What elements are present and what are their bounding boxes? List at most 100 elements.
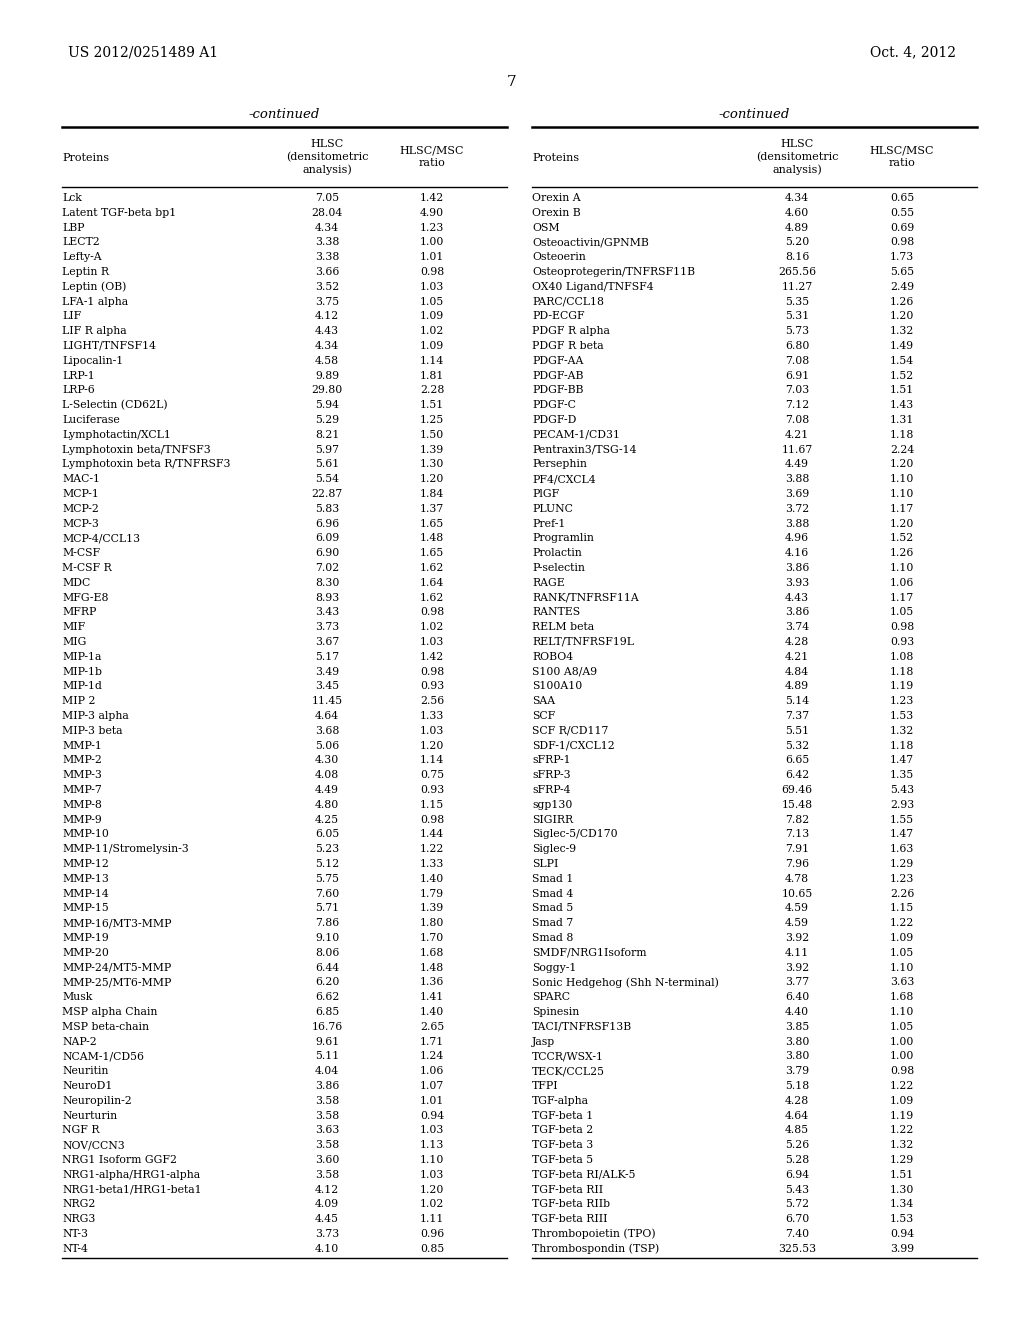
Text: 1.31: 1.31	[890, 414, 914, 425]
Text: 1.19: 1.19	[890, 681, 914, 692]
Text: MCP-3: MCP-3	[62, 519, 99, 528]
Text: 5.65: 5.65	[890, 267, 914, 277]
Text: HLSC
(densitometric
analysis): HLSC (densitometric analysis)	[756, 139, 839, 176]
Text: 3.45: 3.45	[315, 681, 339, 692]
Text: 0.93: 0.93	[420, 785, 444, 795]
Text: 1.39: 1.39	[420, 903, 444, 913]
Text: 3.74: 3.74	[785, 622, 809, 632]
Text: 3.73: 3.73	[314, 622, 339, 632]
Text: LIF R alpha: LIF R alpha	[62, 326, 127, 337]
Text: M-CSF: M-CSF	[62, 548, 100, 558]
Text: 7.08: 7.08	[784, 356, 809, 366]
Text: 1.09: 1.09	[890, 1096, 914, 1106]
Text: Latent TGF-beta bp1: Latent TGF-beta bp1	[62, 207, 176, 218]
Text: 1.50: 1.50	[420, 430, 444, 440]
Text: 1.43: 1.43	[890, 400, 914, 411]
Text: LBP: LBP	[62, 223, 85, 232]
Text: US 2012/0251489 A1: US 2012/0251489 A1	[68, 45, 218, 59]
Text: 1.15: 1.15	[420, 800, 444, 809]
Text: 4.89: 4.89	[785, 223, 809, 232]
Text: 16.76: 16.76	[311, 1022, 343, 1032]
Text: 0.98: 0.98	[420, 814, 444, 825]
Text: 5.43: 5.43	[890, 785, 914, 795]
Text: 5.73: 5.73	[785, 326, 809, 337]
Text: 4.40: 4.40	[785, 1007, 809, 1016]
Text: MMP-16/MT3-MMP: MMP-16/MT3-MMP	[62, 919, 171, 928]
Text: 1.52: 1.52	[890, 371, 914, 380]
Text: 3.68: 3.68	[314, 726, 339, 735]
Text: 4.60: 4.60	[784, 207, 809, 218]
Text: 7.03: 7.03	[784, 385, 809, 396]
Text: TGF-beta 1: TGF-beta 1	[532, 1110, 593, 1121]
Text: MMP-8: MMP-8	[62, 800, 101, 809]
Text: 8.21: 8.21	[314, 430, 339, 440]
Text: 29.80: 29.80	[311, 385, 343, 396]
Text: TGF-beta RIII: TGF-beta RIII	[532, 1214, 607, 1224]
Text: 3.73: 3.73	[314, 1229, 339, 1239]
Text: 1.47: 1.47	[890, 755, 914, 766]
Text: 4.43: 4.43	[785, 593, 809, 603]
Text: 6.91: 6.91	[784, 371, 809, 380]
Text: 1.33: 1.33	[420, 859, 444, 869]
Text: SMDF/NRG1Isoform: SMDF/NRG1Isoform	[532, 948, 646, 958]
Text: 3.86: 3.86	[784, 564, 809, 573]
Text: 22.87: 22.87	[311, 488, 343, 499]
Text: 6.90: 6.90	[314, 548, 339, 558]
Text: NRG2: NRG2	[62, 1200, 95, 1209]
Text: Osteoprotegerin/TNFRSF11B: Osteoprotegerin/TNFRSF11B	[532, 267, 695, 277]
Text: TGF-beta RIIb: TGF-beta RIIb	[532, 1200, 610, 1209]
Text: 5.43: 5.43	[785, 1184, 809, 1195]
Text: 5.83: 5.83	[314, 504, 339, 513]
Text: MMP-12: MMP-12	[62, 859, 109, 869]
Text: sFRP-3: sFRP-3	[532, 770, 570, 780]
Text: 5.29: 5.29	[315, 414, 339, 425]
Text: 8.06: 8.06	[314, 948, 339, 958]
Text: 1.03: 1.03	[420, 638, 444, 647]
Text: Lymphotoxin beta R/TNFRSF3: Lymphotoxin beta R/TNFRSF3	[62, 459, 230, 470]
Text: TECK/CCL25: TECK/CCL25	[532, 1067, 605, 1076]
Text: MMP-13: MMP-13	[62, 874, 109, 884]
Text: sgp130: sgp130	[532, 800, 572, 809]
Text: MCP-4/CCL13: MCP-4/CCL13	[62, 533, 140, 544]
Text: 1.68: 1.68	[420, 948, 444, 958]
Text: 4.45: 4.45	[315, 1214, 339, 1224]
Text: 4.49: 4.49	[315, 785, 339, 795]
Text: 4.34: 4.34	[315, 341, 339, 351]
Text: 1.64: 1.64	[420, 578, 444, 587]
Text: 7.37: 7.37	[785, 711, 809, 721]
Text: 0.98: 0.98	[890, 1067, 914, 1076]
Text: 7.08: 7.08	[784, 414, 809, 425]
Text: 1.40: 1.40	[420, 1007, 444, 1016]
Text: 4.90: 4.90	[420, 207, 444, 218]
Text: 1.20: 1.20	[890, 519, 914, 528]
Text: 5.31: 5.31	[784, 312, 809, 321]
Text: 5.97: 5.97	[315, 445, 339, 454]
Text: MMP-19: MMP-19	[62, 933, 109, 942]
Text: 1.25: 1.25	[420, 414, 444, 425]
Text: 1.26: 1.26	[890, 548, 914, 558]
Text: 1.13: 1.13	[420, 1140, 444, 1150]
Text: 1.23: 1.23	[420, 223, 444, 232]
Text: 3.88: 3.88	[784, 474, 809, 484]
Text: PDGF-D: PDGF-D	[532, 414, 577, 425]
Text: Proteins: Proteins	[62, 153, 110, 162]
Text: 9.89: 9.89	[315, 371, 339, 380]
Text: 4.34: 4.34	[315, 223, 339, 232]
Text: 1.06: 1.06	[890, 578, 914, 587]
Text: Orexin A: Orexin A	[532, 193, 581, 203]
Text: 1.37: 1.37	[420, 504, 444, 513]
Text: 4.64: 4.64	[785, 1110, 809, 1121]
Text: 3.63: 3.63	[890, 977, 914, 987]
Text: MSP beta-chain: MSP beta-chain	[62, 1022, 150, 1032]
Text: 6.70: 6.70	[784, 1214, 809, 1224]
Text: Sonic Hedgehog (Shh N-terminal): Sonic Hedgehog (Shh N-terminal)	[532, 977, 719, 987]
Text: sFRP-1: sFRP-1	[532, 755, 570, 766]
Text: 1.18: 1.18	[890, 667, 914, 677]
Text: 1.51: 1.51	[890, 385, 914, 396]
Text: sFRP-4: sFRP-4	[532, 785, 570, 795]
Text: 1.05: 1.05	[890, 607, 914, 618]
Text: 1.30: 1.30	[890, 1184, 914, 1195]
Text: 2.26: 2.26	[890, 888, 914, 899]
Text: 11.45: 11.45	[311, 696, 343, 706]
Text: Osteoerin: Osteoerin	[532, 252, 586, 263]
